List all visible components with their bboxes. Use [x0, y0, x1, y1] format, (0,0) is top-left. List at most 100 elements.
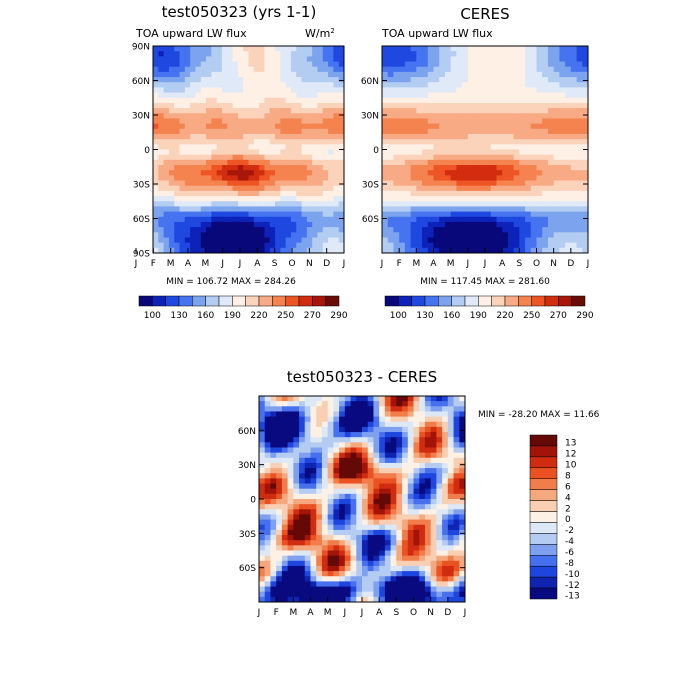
field-cell	[430, 437, 437, 443]
x-tick-label: S	[272, 259, 278, 269]
field-cell	[179, 165, 186, 171]
field-cell	[430, 473, 437, 479]
x-tick-label: J	[343, 608, 347, 618]
field-cell	[306, 221, 313, 228]
field-cell	[479, 144, 486, 151]
field-cell	[248, 113, 255, 120]
field-cell	[243, 247, 250, 253]
field-cell	[507, 232, 515, 239]
field-cell	[276, 560, 283, 567]
field-cell	[582, 87, 588, 94]
field-cell	[290, 201, 297, 208]
field-cell	[232, 247, 239, 253]
field-cell	[290, 123, 297, 130]
field-cell	[490, 108, 498, 114]
field-cell	[430, 576, 437, 582]
field-cell	[317, 159, 324, 166]
panel-ceres-field	[382, 46, 588, 253]
field-cell	[459, 535, 465, 541]
field-cell	[479, 242, 486, 249]
field-cell	[396, 401, 403, 407]
field-cell	[467, 175, 475, 182]
field-cell	[553, 128, 560, 135]
colorbar-label: 160	[443, 311, 460, 321]
field-cell	[479, 159, 486, 166]
field-cell	[312, 87, 319, 94]
field-cell	[333, 504, 340, 510]
field-cell	[195, 221, 202, 228]
field-cell	[542, 175, 549, 182]
field-cell	[496, 56, 503, 63]
field-cell	[513, 97, 520, 104]
field-cell	[221, 66, 228, 73]
field-cell	[453, 416, 460, 423]
field-cell	[317, 201, 324, 208]
field-cell	[190, 97, 197, 104]
field-cell	[367, 488, 375, 495]
field-cell	[327, 462, 334, 469]
field-cell	[179, 139, 186, 145]
field-cell	[396, 550, 403, 557]
field-cell	[507, 149, 515, 156]
field-cell	[270, 535, 277, 541]
field-cell	[174, 51, 181, 57]
field-cell	[322, 227, 329, 233]
field-cell	[419, 462, 426, 469]
field-cell	[530, 232, 538, 239]
field-cell	[553, 232, 560, 239]
field-cell	[243, 185, 250, 192]
field-cell	[179, 237, 186, 244]
field-cell	[184, 232, 191, 239]
field-cell	[356, 416, 363, 423]
field-cell	[373, 437, 380, 443]
field-cell	[321, 571, 329, 577]
field-cell	[367, 462, 375, 469]
field-cell	[570, 237, 578, 244]
field-cell	[287, 560, 294, 567]
field-cell	[269, 227, 276, 233]
field-cell	[206, 190, 212, 197]
field-cell	[459, 565, 465, 572]
field-cell	[174, 61, 181, 68]
field-cell	[410, 149, 417, 156]
field-cell	[280, 51, 287, 57]
field-cell	[459, 550, 465, 557]
field-cell	[184, 175, 191, 182]
field-cell	[333, 483, 340, 490]
field-cell	[536, 87, 543, 94]
field-cell	[393, 196, 400, 202]
field-cell	[373, 545, 380, 552]
field-cell	[321, 462, 329, 469]
field-cell	[163, 211, 170, 218]
field-cell	[328, 113, 334, 120]
field-cell	[407, 452, 415, 459]
field-cell	[290, 61, 297, 68]
field-cell	[439, 196, 446, 202]
field-cell	[280, 185, 287, 192]
field-cell	[253, 242, 260, 249]
field-cell	[190, 61, 197, 68]
field-cell	[259, 411, 266, 418]
field-cell	[447, 581, 455, 588]
field-cell	[232, 139, 239, 145]
field-cell	[384, 416, 392, 423]
field-cell	[327, 576, 334, 582]
field-cell	[158, 92, 165, 99]
field-cell	[519, 206, 526, 213]
field-cell	[328, 216, 334, 223]
field-cell	[479, 92, 486, 99]
field-cell	[433, 180, 440, 187]
field-cell	[287, 457, 294, 464]
field-cell	[344, 504, 352, 510]
field-cell	[453, 452, 460, 459]
field-cell	[321, 535, 329, 541]
field-cell	[419, 421, 426, 428]
y-tick-label: 60N	[132, 77, 150, 87]
field-cell	[327, 535, 334, 541]
field-cell	[424, 447, 432, 454]
field-cell	[338, 201, 344, 208]
field-cell	[293, 555, 300, 562]
field-cell	[356, 576, 363, 582]
field-cell	[485, 133, 492, 140]
field-cell	[362, 396, 369, 402]
